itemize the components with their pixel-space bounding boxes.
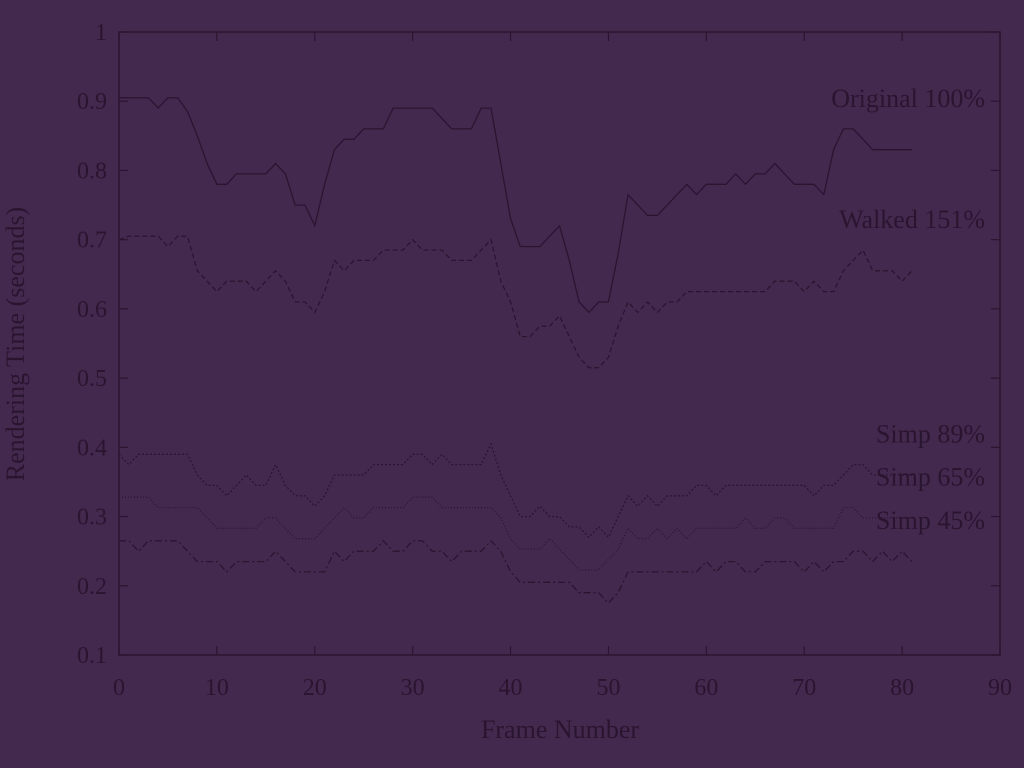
series-label: Walked 151% (839, 205, 985, 234)
x-tick-label: 50 (596, 675, 620, 701)
plot-frame (118, 31, 1001, 656)
series-line-simp-45 (119, 539, 913, 605)
series-label: Simp 89% (876, 420, 985, 449)
series-label: Simp 45% (876, 506, 985, 535)
x-tick-label: 30 (401, 675, 425, 701)
series-label: Simp 65% (876, 463, 985, 492)
y-tick-label: 1 (95, 20, 107, 46)
x-tick-label: 70 (792, 675, 816, 701)
y-tick-label: 0.1 (77, 643, 107, 669)
x-tick-label: 10 (205, 675, 229, 701)
x-tick-label: 20 (303, 675, 327, 701)
x-axis-label: Frame Number (481, 715, 639, 744)
x-tick-label: 60 (694, 675, 718, 701)
y-tick-label: 0.5 (77, 366, 107, 392)
x-tick-labels: 0 10 20 30 40 50 60 70 80 90 (113, 675, 1012, 701)
x-tick-label: 0 (113, 675, 125, 701)
series-lines (118, 97, 913, 605)
series-line-simp-89 (118, 442, 912, 539)
series-line-simp-65 (119, 496, 912, 571)
y-tick-label: 0.7 (77, 228, 107, 254)
x-tick-label: 90 (988, 675, 1012, 701)
axis-ticks (118, 31, 1001, 656)
series-line-walked-151 (118, 235, 913, 369)
y-axis-label: Rendering Time (seconds) (1, 207, 30, 481)
y-tick-labels: 0.1 0.2 0.3 0.4 0.5 0.6 0.7 0.8 0.9 1 (77, 20, 107, 669)
y-tick-label: 0.9 (77, 89, 107, 115)
y-tick-label: 0.8 (77, 158, 107, 184)
series-labels: Original 100% Walked 151% Simp 89% Simp 65%… (831, 84, 985, 535)
x-tick-label: 40 (499, 675, 523, 701)
series-line-original-100 (119, 97, 912, 314)
y-tick-label: 0.6 (77, 297, 107, 323)
y-tick-label: 0.4 (77, 435, 107, 461)
y-tick-label: 0.2 (77, 574, 107, 600)
series-label: Original 100% (831, 84, 985, 113)
y-tick-label: 0.3 (77, 505, 107, 531)
x-tick-label: 80 (890, 675, 914, 701)
